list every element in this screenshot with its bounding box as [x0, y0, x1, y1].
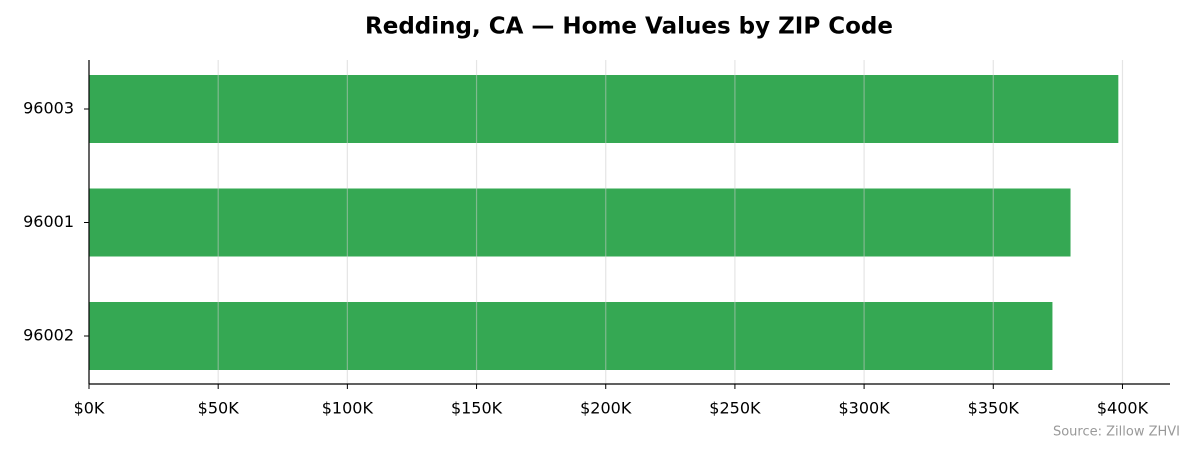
x-tick-label: $150K — [451, 399, 503, 418]
y-tick-label: 96001 — [23, 212, 74, 231]
bar — [89, 75, 1119, 143]
x-tick-label: $0K — [74, 399, 105, 418]
x-tick-label: $400K — [1097, 399, 1149, 418]
chart-title: Redding, CA — Home Values by ZIP Code — [365, 14, 893, 40]
x-tick-label: $350K — [968, 399, 1020, 418]
bar — [89, 302, 1053, 370]
y-tick-label: 96002 — [23, 326, 74, 345]
source-note: Source: Zillow ZHVI — [1053, 425, 1180, 440]
y-tick-label: 96003 — [23, 99, 74, 118]
x-tick-label: $300K — [838, 399, 890, 418]
x-tick-label: $250K — [709, 399, 761, 418]
x-tick-label: $200K — [580, 399, 632, 418]
x-tick-label: $50K — [198, 399, 240, 418]
bar — [89, 188, 1071, 257]
x-tick-label: $100K — [322, 399, 374, 418]
